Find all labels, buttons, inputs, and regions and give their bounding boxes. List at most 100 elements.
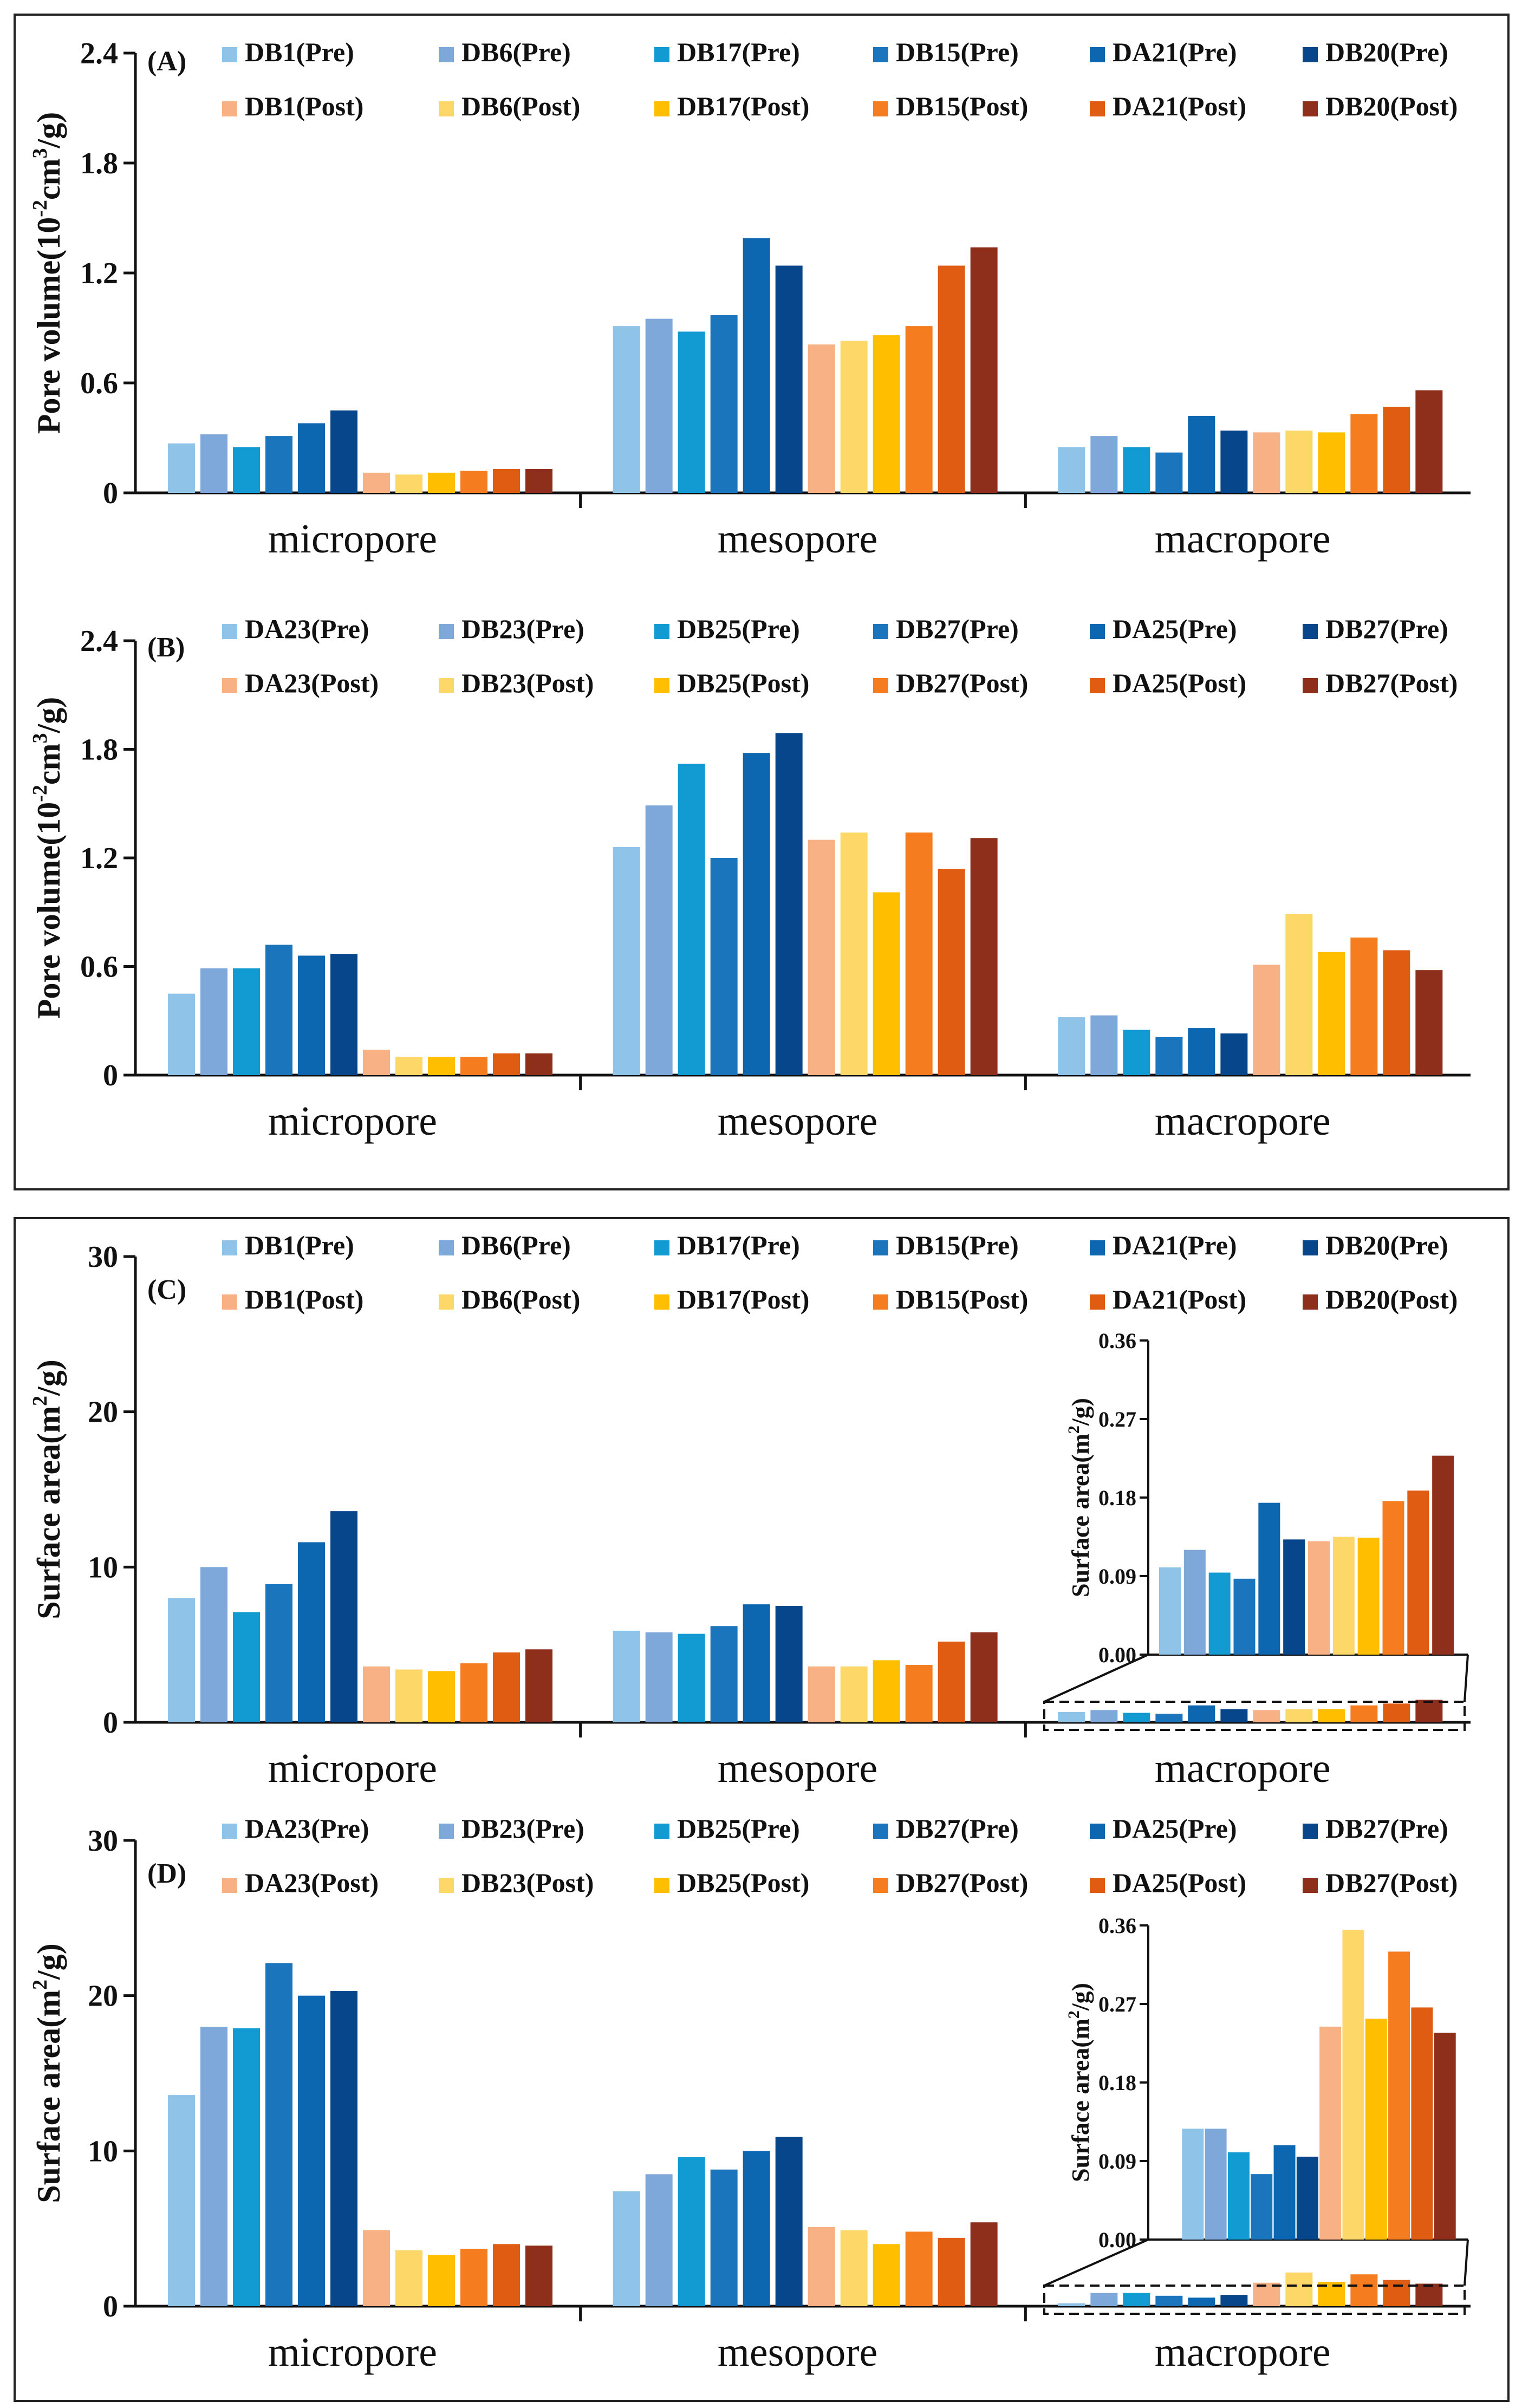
inset-y-tick-label: 0.18 (1098, 1486, 1136, 1510)
zoom-box (1043, 2285, 1466, 2315)
legend-swatch (1090, 678, 1105, 693)
bar (938, 869, 965, 1075)
bar (645, 2174, 673, 2306)
inset-bar (1296, 2156, 1318, 2240)
inset-bar (1388, 1951, 1410, 2240)
bar (1123, 2293, 1150, 2306)
x-category-label: mesopore (718, 1746, 877, 1791)
bar (200, 968, 227, 1075)
bar (1415, 1700, 1443, 1722)
y-tick-label: 20 (88, 1980, 118, 2013)
bar (363, 472, 390, 493)
bar (265, 436, 292, 493)
legend-swatch (1303, 624, 1318, 639)
y-axis-label: Surface area(m2/g) (29, 1359, 67, 1619)
x-category-label: micropore (268, 1098, 437, 1144)
y-tick-label: 1.8 (80, 147, 118, 180)
bar (525, 469, 552, 493)
legend-swatch (439, 1294, 454, 1310)
inset-bar (1159, 1567, 1181, 1655)
panel-label: (D) (147, 1858, 186, 1889)
legend-label: DB25(Post) (677, 1867, 809, 1898)
legend-swatch (873, 624, 888, 639)
legend-label: DA23(Post) (245, 1867, 379, 1898)
legend-swatch (1303, 678, 1318, 693)
bar (265, 1963, 292, 2306)
inset-bar (1183, 1550, 1206, 1655)
inset-bar (1411, 2007, 1433, 2240)
inset-bar (1182, 2129, 1204, 2240)
legend-swatch (654, 1294, 669, 1310)
inset-y-tick-label: 0.36 (1098, 1329, 1136, 1353)
legend-swatch (654, 1240, 669, 1255)
x-category-label: macropore (1155, 1746, 1331, 1791)
legend-label: DB20(Post) (1325, 91, 1458, 121)
chart-4: 0 10 20 30 Surface area(m2/g) (D) micropore mes… (29, 1813, 1471, 2375)
legend-label: DA21(Pre) (1113, 1230, 1237, 1260)
legend-swatch (654, 1878, 669, 1893)
bar (395, 474, 422, 493)
legend-swatch (439, 47, 454, 62)
y-tick-label: 10 (88, 1551, 118, 1584)
bar (200, 2027, 227, 2306)
legend-label: DA25(Post) (1113, 1867, 1246, 1898)
legend-label: DB25(Pre) (677, 614, 800, 644)
bar (613, 1630, 640, 1722)
bar (1155, 1714, 1183, 1722)
legend-swatch (222, 1294, 237, 1310)
y-tick-label: 10 (88, 2134, 118, 2168)
legend-swatch (439, 1824, 454, 1839)
bar (1155, 2295, 1183, 2306)
y-axis-label: Surface area(m2/g) (29, 1943, 67, 2203)
bar (330, 1511, 357, 1722)
legend-swatch (654, 47, 669, 62)
legend-label: DA25(Pre) (1113, 614, 1237, 644)
bar (1350, 414, 1378, 493)
legend-swatch (873, 678, 888, 693)
inset-y-tick-label: 0.36 (1098, 1914, 1136, 1938)
bar (775, 1606, 803, 1722)
bar (1090, 1710, 1118, 1722)
bar (1090, 436, 1118, 493)
bar (840, 1666, 868, 1722)
legend-label: DB1(Pre) (245, 1230, 354, 1260)
y-tick-label: 1.8 (80, 733, 118, 767)
bar (1415, 390, 1443, 493)
legend-swatch (1303, 1878, 1318, 1893)
legend-label: DB6(Pre) (461, 37, 571, 67)
bar (840, 832, 868, 1075)
inset-y-tick-label: 0.27 (1098, 1407, 1136, 1431)
panel-label: (B) (147, 632, 185, 663)
lower-panel-frame (14, 1217, 1510, 2402)
bar (1318, 952, 1345, 1075)
bar (678, 764, 705, 1075)
legend-label: DB27(Pre) (896, 1813, 1019, 1844)
bar (1350, 938, 1378, 1075)
bar (1285, 1709, 1313, 1722)
bar (265, 1584, 292, 1722)
bar (168, 1598, 195, 1722)
bar (710, 2169, 738, 2306)
bar (1058, 2303, 1085, 2306)
bar (233, 968, 260, 1075)
bar (743, 753, 770, 1075)
bar (645, 318, 673, 493)
legend-swatch (1090, 1824, 1105, 1839)
bar (1285, 2272, 1313, 2306)
bar (493, 1652, 520, 1722)
bar (1318, 1709, 1345, 1722)
chart-2: 0 0.6 1.2 1.8 2.4 Pore volume(10-2cm3/g) (B) mi… (29, 614, 1471, 1144)
legend-swatch (873, 1878, 888, 1893)
bar (298, 1995, 325, 2306)
inset-bar (1432, 1455, 1454, 1655)
inset-bar (1357, 1538, 1380, 1655)
zoom-box (1043, 1701, 1466, 1731)
bar (1188, 1705, 1215, 1722)
bar (1058, 447, 1085, 493)
legend-label: DB15(Post) (896, 1284, 1028, 1314)
bar (460, 1057, 487, 1075)
inset-bar (1251, 2174, 1273, 2240)
legend-label: DB20(Post) (1325, 1284, 1458, 1314)
inset-bar (1382, 1501, 1404, 1655)
bar (233, 447, 260, 493)
